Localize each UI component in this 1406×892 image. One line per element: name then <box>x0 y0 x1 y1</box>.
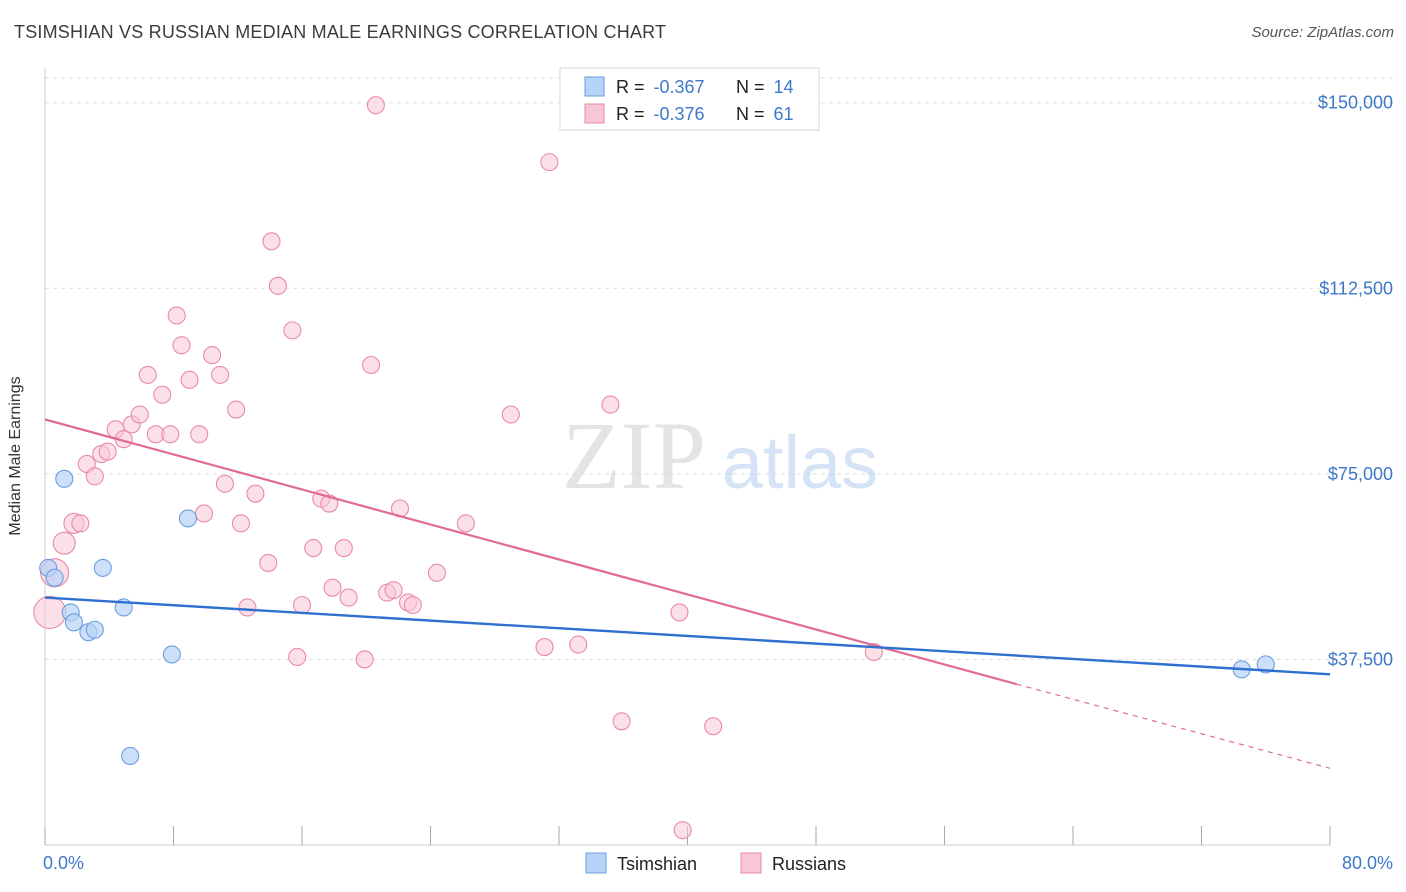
tsimshian-point <box>85 620 104 639</box>
russians-point <box>161 425 180 444</box>
russians-trend-line <box>44 418 1018 686</box>
svg-text:N = 61: N = 61 <box>736 104 794 124</box>
russians-point <box>98 442 117 461</box>
tsimshian-point <box>93 558 112 577</box>
russians-point <box>320 494 339 513</box>
legend-bottom-swatch-russians <box>740 852 762 874</box>
russians-point <box>456 514 475 533</box>
russians-point <box>323 578 342 597</box>
legend-bottom-label-tsimshian: Tsimshian <box>617 854 697 874</box>
legend-r-value-tsimshian: -0.367 <box>654 77 705 97</box>
russians-point <box>172 336 191 355</box>
russians-point <box>268 276 287 295</box>
legend-bottom: Tsimshian Russians <box>585 852 846 874</box>
russians-point <box>33 595 67 629</box>
russians-point <box>403 595 422 615</box>
legend-r-label: R = <box>616 104 650 124</box>
russians-point <box>85 467 104 486</box>
tsimshian-point <box>121 746 140 765</box>
legend-r-value-russians: -0.376 <box>654 104 705 124</box>
tsimshian-points <box>39 469 1275 765</box>
y-tick-label: $75,000 <box>1328 464 1393 484</box>
russians-point <box>194 504 214 523</box>
russians-point <box>203 346 222 365</box>
x-tick-label: 80.0% <box>1342 853 1393 873</box>
legend-n-label: N = <box>736 77 770 97</box>
russians-point <box>246 484 265 503</box>
tsimshian-point <box>55 469 74 488</box>
russians-point <box>334 539 353 558</box>
axes <box>44 68 1331 846</box>
tsimshian-point <box>64 613 83 632</box>
russians-point <box>71 514 90 533</box>
russians-point <box>262 232 281 251</box>
watermark-atlas: atlas <box>722 421 878 504</box>
russians-point <box>215 474 234 493</box>
legend-swatch-russians <box>584 103 605 124</box>
russians-point <box>366 96 385 115</box>
russians-point <box>52 531 76 555</box>
russians-point <box>288 647 307 667</box>
tsimshian-point <box>45 568 64 587</box>
watermark-zip: ZIP <box>562 402 706 509</box>
russians-point <box>130 405 149 424</box>
legend-bottom-swatch-tsimshian <box>585 852 607 874</box>
russians-point <box>227 400 246 419</box>
trend-lines <box>44 418 1331 769</box>
russians-point <box>231 514 251 533</box>
legend-top: R = -0.367 N = 14 R = -0.376 N = 61 <box>559 67 820 131</box>
russians-point <box>355 650 374 669</box>
russians-point <box>238 598 257 617</box>
x-tick-label: 0.0% <box>43 853 84 873</box>
russians-point <box>180 370 199 389</box>
y-tick-label: $112,500 <box>1319 278 1393 298</box>
russians-point <box>540 153 559 172</box>
y-tick-labels: $37,500 $75,000 $112,500 $150,000 <box>1318 93 1393 670</box>
svg-text:R = -0.376: R = -0.376 <box>616 104 705 124</box>
x-tick-labels: 0.0% 80.0% <box>43 853 1393 873</box>
russians-point <box>362 355 381 375</box>
tsimshian-trend-line <box>44 596 1331 676</box>
legend-n-value-russians: 61 <box>774 104 794 124</box>
legend-r-label: R = <box>616 77 650 97</box>
source-label: Source: ZipAtlas.com <box>1251 24 1394 41</box>
legend-bottom-label-russians: Russians <box>772 854 846 874</box>
tsimshian-point <box>1256 655 1275 674</box>
legend-n-value-tsimshian: 14 <box>774 77 794 97</box>
russians-point <box>704 717 723 736</box>
tsimshian-point <box>178 509 198 528</box>
russians-point <box>612 712 631 731</box>
russians-point <box>211 365 230 384</box>
tsimshian-point <box>162 645 181 664</box>
y-tick-label: $37,500 <box>1328 649 1393 669</box>
russians-point <box>259 553 278 572</box>
russians-point <box>535 638 554 657</box>
russians-point <box>569 635 588 654</box>
svg-text:N = 14: N = 14 <box>736 77 794 97</box>
russians-point <box>283 321 302 340</box>
russians-point <box>153 385 172 404</box>
russians-point <box>190 425 209 444</box>
russians-trend-extension <box>1016 683 1331 769</box>
chart-title: TSIMSHIAN VS RUSSIAN MEDIAN MALE EARNING… <box>14 22 667 42</box>
russians-point <box>670 603 689 622</box>
russians-point <box>339 588 358 607</box>
russians-point <box>138 365 157 384</box>
russians-point <box>292 595 312 615</box>
russians-point <box>304 539 323 558</box>
russians-point <box>384 581 403 600</box>
legend-n-label: N = <box>736 104 770 124</box>
russians-point <box>501 405 520 424</box>
russians-point <box>601 395 620 414</box>
russians-point <box>673 821 692 840</box>
legend-swatch-tsimshian <box>584 76 605 97</box>
y-tick-label: $150,000 <box>1318 93 1393 113</box>
svg-text:R = -0.367: R = -0.367 <box>616 77 705 97</box>
russians-point <box>167 306 186 325</box>
russians-point <box>427 563 446 582</box>
grid-lines <box>45 77 1393 660</box>
